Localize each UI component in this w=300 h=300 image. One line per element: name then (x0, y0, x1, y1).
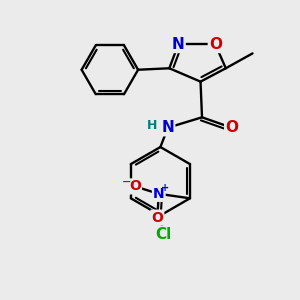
Text: −: − (122, 177, 131, 187)
Text: N: N (161, 120, 174, 135)
Text: H: H (147, 119, 158, 132)
Text: O: O (129, 179, 141, 194)
Text: N: N (153, 187, 165, 201)
Text: Cl: Cl (155, 227, 172, 242)
Text: O: O (152, 211, 163, 225)
Text: N: N (172, 37, 184, 52)
Text: O: O (209, 37, 222, 52)
Text: +: + (161, 183, 169, 193)
Text: O: O (225, 120, 238, 135)
